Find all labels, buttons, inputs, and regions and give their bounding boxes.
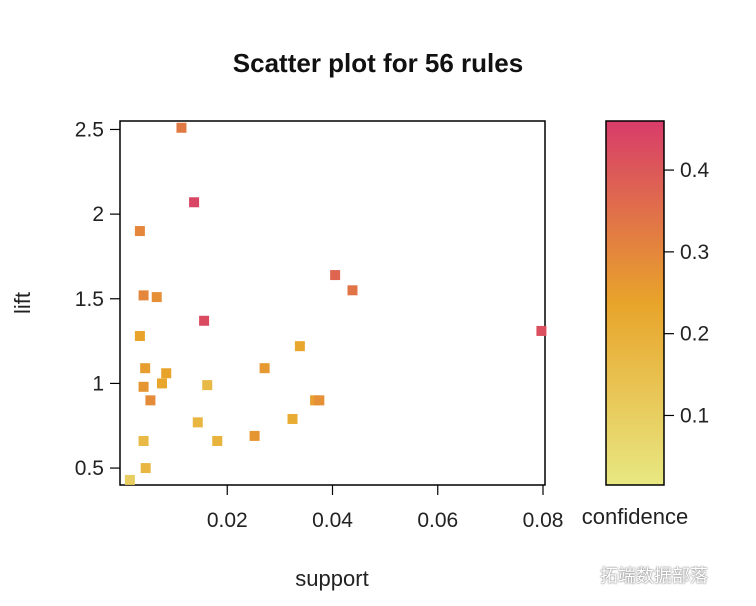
- x-tick-label: 0.02: [207, 509, 248, 532]
- y-tick-label: 2.5: [75, 118, 104, 141]
- plot-frame: [119, 120, 546, 486]
- y-tick-label: 2: [92, 203, 104, 226]
- data-point: [314, 395, 325, 406]
- color-legend-title: confidence: [582, 504, 688, 529]
- data-point: [202, 380, 213, 391]
- data-point: [145, 395, 156, 406]
- data-point: [249, 430, 260, 441]
- data-point: [134, 331, 145, 342]
- color-legend-tick-label: 0.2: [680, 323, 709, 346]
- data-point: [151, 292, 162, 303]
- x-axis: 0.02 0.04 0.06 0.08: [207, 485, 564, 532]
- data-point: [259, 363, 270, 374]
- data-point: [138, 290, 149, 301]
- data-point: [192, 417, 203, 428]
- data-point: [189, 197, 200, 208]
- watermark: 拓端数据部落: [600, 566, 708, 587]
- x-axis-title: support: [295, 566, 368, 591]
- y-tick-label: 1: [92, 372, 104, 395]
- data-point: [199, 315, 210, 326]
- data-point: [161, 368, 172, 379]
- data-point: [140, 463, 151, 474]
- y-tick-label: 0.5: [75, 457, 104, 480]
- data-point: [536, 325, 547, 336]
- y-axis: 0.5 1 1.5 2 2.5: [75, 118, 120, 480]
- chart-title: Scatter plot for 56 rules: [233, 48, 523, 78]
- data-point: [212, 435, 223, 446]
- x-tick-label: 0.06: [417, 509, 458, 532]
- data-point: [140, 363, 151, 374]
- data-point: [176, 122, 187, 133]
- data-point: [124, 474, 135, 485]
- y-tick-label: 1.5: [75, 288, 104, 311]
- data-point: [138, 381, 149, 392]
- data-point: [330, 270, 341, 281]
- data-point: [287, 413, 298, 424]
- x-tick-label: 0.08: [523, 509, 564, 532]
- data-point: [134, 226, 145, 237]
- color-legend-tick-label: 0.1: [680, 404, 709, 427]
- color-legend-tick-label: 0.3: [680, 241, 709, 264]
- y-axis-title: lift: [10, 292, 35, 314]
- color-legend-axis: 0.1 0.2 0.3 0.4: [664, 159, 710, 427]
- data-point: [156, 378, 167, 389]
- color-legend-bar: [605, 120, 665, 486]
- data-point: [347, 285, 358, 296]
- data-point: [138, 435, 149, 446]
- data-points: [124, 122, 547, 485]
- data-point: [294, 341, 305, 352]
- color-legend-tick-label: 0.4: [680, 159, 710, 182]
- x-tick-label: 0.04: [312, 509, 353, 532]
